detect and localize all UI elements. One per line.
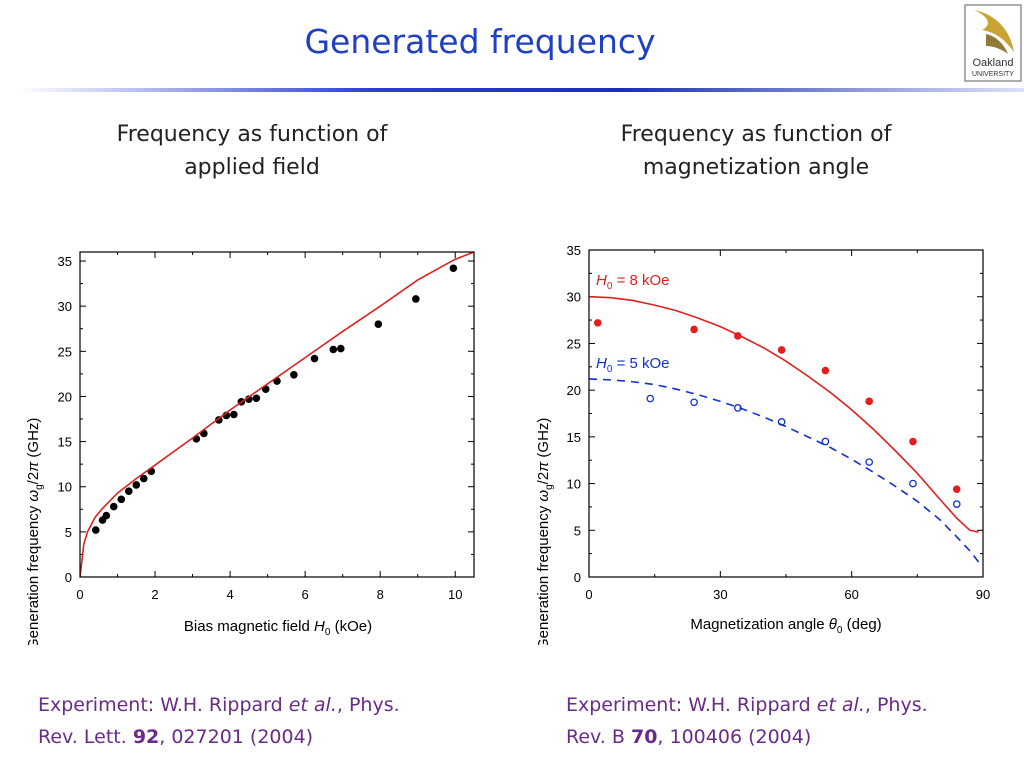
left-ytick-label: 0	[65, 570, 72, 585]
ref-right-prefix: Experiment: W.H. Rippard	[566, 694, 817, 716]
right-chart-heading: Frequency as function of magnetization a…	[576, 118, 936, 184]
left-fit-line-1	[80, 252, 474, 577]
right-xtick-label: 90	[976, 587, 990, 602]
left-point-s0	[310, 354, 319, 363]
right-point-s0	[690, 325, 698, 334]
ref-right-line2-post: , 100406 (2004)	[657, 726, 812, 748]
right-plot-frame	[588, 249, 984, 578]
frequency-vs-angle-chart: 0 30 60 90 0 5 10 15 20 25 30 35 Magnetization angl…	[535, 243, 990, 645]
right-fit-line-1	[589, 295, 979, 533]
reference-left: Experiment: W.H. Rippard et al., Phys. R…	[38, 689, 478, 753]
right-ytick-label: 30	[567, 290, 581, 305]
ref-right-line2-pre: Rev. B	[566, 726, 631, 748]
left-point-s0	[109, 502, 118, 511]
left-point-s0	[124, 487, 133, 496]
left-ytick-label: 5	[65, 525, 72, 540]
ref-left-volume: 92	[132, 726, 160, 748]
left-point-s0	[230, 410, 238, 419]
ref-left-etal: et al.	[288, 694, 337, 716]
right-ytick-label: 15	[567, 430, 581, 445]
right-point-s0	[909, 437, 917, 446]
logo-line1: Oakland	[973, 57, 1014, 69]
right-point-s0	[821, 366, 830, 375]
y-axis-label-right: Generation frequency ωg/2π (GHz)	[535, 418, 555, 645]
ref-left-prefix: Experiment: W.H. Rippard	[38, 694, 289, 716]
right-heading-line2: magnetization angle	[642, 155, 870, 180]
left-chart-heading: Frequency as function of applied field	[72, 118, 432, 184]
left-point-s0	[336, 344, 345, 353]
left-point-s0	[132, 481, 141, 489]
ref-left-line2-pre: Rev. Lett.	[38, 726, 133, 748]
left-heading-line2: applied field	[184, 155, 320, 180]
legend-h5: H0 = 5 kOe	[596, 355, 670, 375]
left-xtick-label: 4	[226, 587, 233, 602]
right-xtick-label: 60	[844, 587, 858, 602]
right-ytick-label: 5	[574, 523, 581, 538]
left-point-s0	[117, 495, 126, 504]
right-point-s0	[593, 319, 602, 327]
right-ytick-label: 25	[567, 336, 581, 351]
left-point-s0	[412, 295, 420, 303]
left-xtick-label: 6	[302, 587, 309, 602]
frequency-vs-field-chart: 0 2 4 6 8 10 0 5 10 15 20 25 30 35 Bias magnetic fiel…	[25, 251, 475, 645]
left-xtick-label: 8	[377, 587, 384, 602]
left-ytick-label: 15	[58, 435, 72, 450]
left-ytick-label: 25	[58, 344, 72, 359]
left-xtick-label: 10	[448, 587, 462, 602]
left-heading-line1: Frequency as function of	[116, 122, 388, 147]
legend-h8: H0 = 8 kOe	[596, 272, 670, 292]
logo-line2: UNIVERSITY	[972, 71, 1014, 78]
left-ytick-label: 30	[58, 299, 72, 314]
ref-right-journal: , Phys.	[864, 694, 928, 716]
right-ytick-label: 35	[567, 243, 581, 258]
left-xtick-label: 0	[76, 587, 83, 602]
title-divider	[20, 88, 1024, 92]
right-fit-line-3	[589, 378, 980, 563]
y-axis-label-left: Generation frequency ωg/2π (GHz)	[25, 418, 45, 645]
right-heading-line1: Frequency as function of	[620, 122, 892, 147]
left-ytick-label: 20	[58, 389, 72, 404]
left-point-s0	[449, 264, 458, 273]
right-point-s2	[865, 458, 874, 466]
ref-left-journal: , Phys.	[336, 694, 400, 716]
right-point-s0	[865, 397, 873, 406]
left-point-s0	[139, 474, 148, 483]
oakland-university-logo: Oakland UNIVERSITY	[964, 4, 1022, 82]
ref-right-volume: 70	[630, 726, 658, 748]
ref-left-line2-post: , 027201 (2004)	[159, 726, 314, 748]
right-ytick-label: 10	[567, 477, 581, 492]
right-point-s2	[646, 394, 655, 403]
right-ytick-label: 0	[574, 570, 581, 585]
right-point-s2	[952, 500, 961, 508]
left-point-s0	[91, 526, 100, 534]
right-point-s2	[821, 437, 830, 446]
left-ytick-label: 35	[58, 254, 72, 269]
reference-right: Experiment: W.H. Rippard et al., Phys. R…	[566, 689, 1006, 753]
left-point-s0	[290, 370, 298, 379]
left-point-s0	[215, 416, 223, 424]
x-axis-label-left: Bias magnetic field H0 (kOe)	[184, 618, 372, 638]
ref-right-etal: et al.	[816, 694, 865, 716]
right-xtick-label: 0	[585, 587, 592, 602]
right-xtick-label: 30	[713, 587, 727, 602]
right-ytick-label: 20	[567, 383, 581, 398]
slide-title: Generated frequency	[304, 22, 656, 61]
left-point-s0	[102, 511, 111, 520]
right-point-s0	[952, 485, 961, 493]
left-point-s0	[329, 345, 338, 354]
left-ytick-label: 10	[58, 480, 72, 495]
x-axis-label-right: Magnetization angle θ0 (deg)	[690, 616, 881, 636]
right-point-s2	[909, 479, 917, 488]
left-xtick-label: 2	[151, 587, 158, 602]
left-point-s0	[252, 394, 261, 403]
left-plot-frame	[79, 251, 475, 578]
right-point-s2	[690, 398, 698, 407]
left-point-s0	[374, 320, 383, 329]
right-point-s0	[777, 346, 786, 354]
